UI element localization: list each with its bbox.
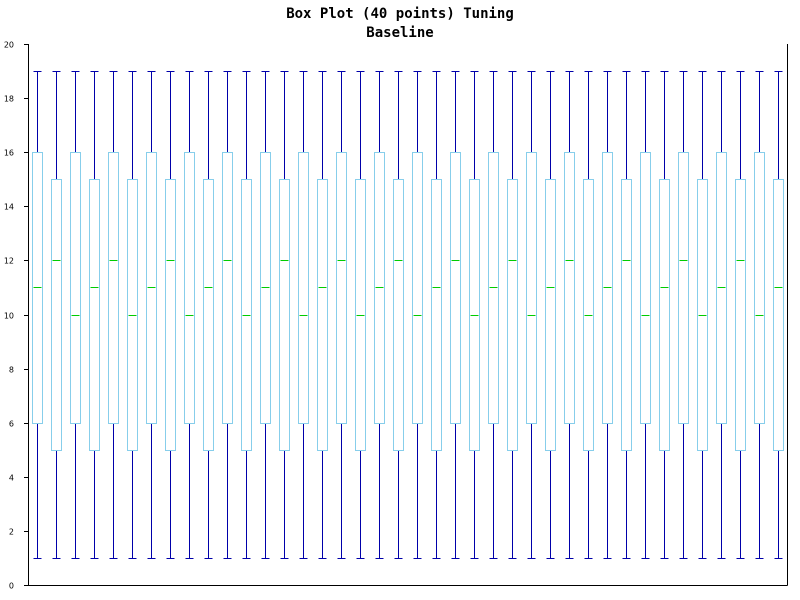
iqr-box <box>431 179 442 451</box>
box-18 <box>355 71 366 559</box>
box-series <box>32 71 784 559</box>
box-4 <box>89 71 100 559</box>
box-5 <box>108 71 119 559</box>
y-tick-label: 0 <box>9 582 14 591</box>
box-7 <box>146 71 157 559</box>
iqr-box <box>659 179 670 451</box>
y-tick-label: 6 <box>9 420 14 429</box>
box-24 <box>469 71 480 559</box>
y-tick-label: 16 <box>4 149 14 158</box>
iqr-box <box>640 152 651 424</box>
box-23 <box>450 71 461 559</box>
y-tick-label: 20 <box>4 41 14 50</box>
box-37 <box>716 71 727 559</box>
box-16 <box>317 71 328 559</box>
iqr-box <box>678 152 689 424</box>
box-2 <box>51 71 62 559</box>
plot-frame <box>28 44 788 586</box>
y-tick-label: 12 <box>4 257 14 266</box>
iqr-box <box>507 179 518 451</box>
iqr-box <box>165 179 176 451</box>
box-28 <box>545 71 556 559</box>
box-15 <box>298 71 309 559</box>
y-tick-label: 14 <box>4 203 14 212</box>
box-11 <box>222 71 233 559</box>
box-21 <box>412 71 423 559</box>
iqr-box <box>545 179 556 451</box>
box-27 <box>526 71 537 559</box>
box-33 <box>640 71 651 559</box>
iqr-box <box>184 152 195 424</box>
iqr-box <box>108 152 119 424</box>
box-30 <box>583 71 594 559</box>
box-25 <box>488 71 499 559</box>
box-36 <box>697 71 708 559</box>
box-14 <box>279 71 290 559</box>
iqr-box <box>621 179 632 451</box>
iqr-box <box>754 152 765 424</box>
y-tick-label: 18 <box>4 95 14 104</box>
box-32 <box>621 71 632 559</box>
iqr-box <box>317 179 328 451</box>
iqr-box <box>222 152 233 424</box>
iqr-box <box>70 152 81 424</box>
iqr-box <box>773 179 784 451</box>
chart-title: Box Plot (40 points) Tuning <box>286 6 514 22</box>
iqr-box <box>450 152 461 424</box>
iqr-box <box>735 179 746 451</box>
box-3 <box>70 71 81 559</box>
iqr-box <box>89 179 100 451</box>
iqr-box <box>51 179 62 451</box>
chart-subtitle: Baseline <box>366 25 433 41</box>
box-34 <box>659 71 670 559</box>
y-tick-label: 2 <box>9 528 14 537</box>
iqr-box <box>336 152 347 424</box>
box-39 <box>754 71 765 559</box>
box-6 <box>127 71 138 559</box>
box-40 <box>773 71 784 559</box>
box-12 <box>241 71 252 559</box>
y-tick-label: 8 <box>9 366 14 375</box>
iqr-box <box>564 152 575 424</box>
box-38 <box>735 71 746 559</box>
box-19 <box>374 71 385 559</box>
box-31 <box>602 71 613 559</box>
box-22 <box>431 71 442 559</box>
box-9 <box>184 71 195 559</box>
box-35 <box>678 71 689 559</box>
iqr-box <box>526 152 537 424</box>
iqr-box <box>412 152 423 424</box>
box-17 <box>336 71 347 559</box>
box-8 <box>165 71 176 559</box>
iqr-box <box>298 152 309 424</box>
box-13 <box>260 71 271 559</box>
iqr-box <box>279 179 290 451</box>
box-1 <box>32 71 43 559</box>
box-26 <box>507 71 518 559</box>
iqr-box <box>393 179 404 451</box>
box-20 <box>393 71 404 559</box>
box-10 <box>203 71 214 559</box>
y-tick-label: 10 <box>4 312 14 321</box>
iqr-box <box>203 179 214 451</box>
box-29 <box>564 71 575 559</box>
y-axis-ticks: 0 2 4 6 8 10 12 14 16 18 20 <box>4 41 28 591</box>
y-tick-label: 4 <box>9 474 14 483</box>
